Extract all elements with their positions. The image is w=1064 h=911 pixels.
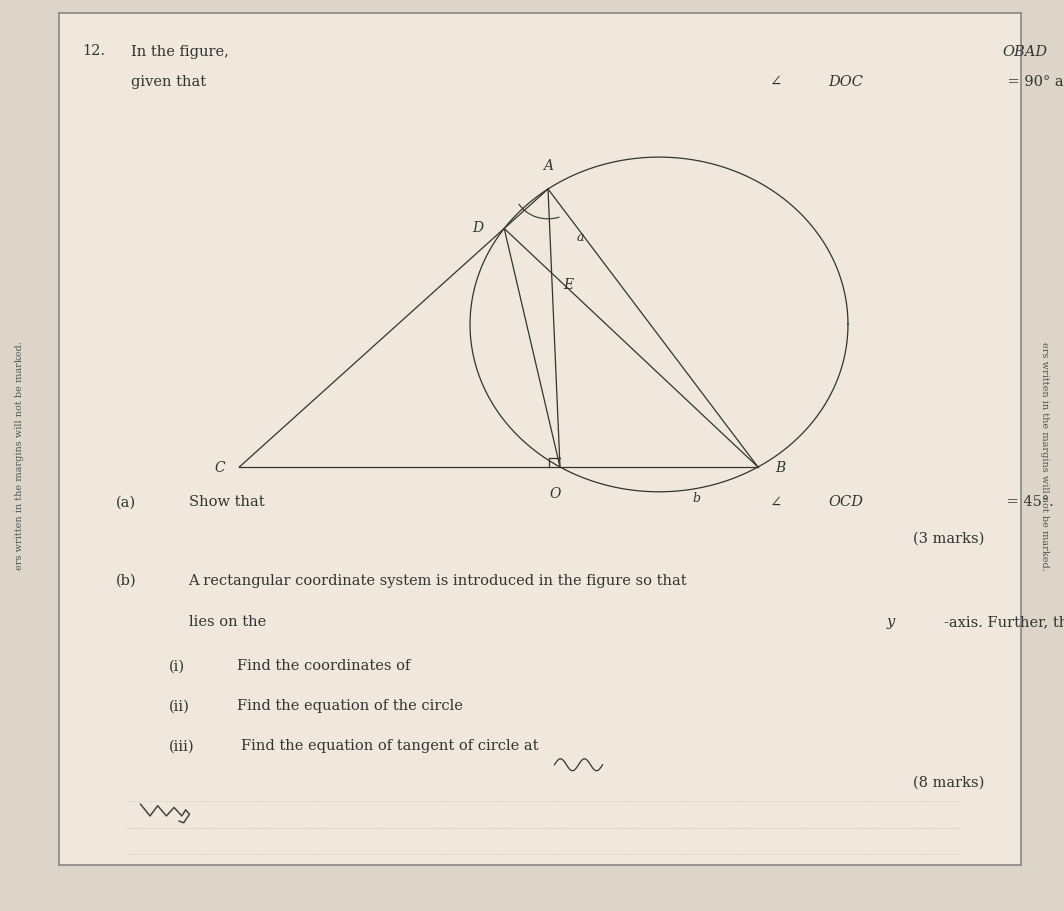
Text: B: B <box>776 460 785 475</box>
Text: a: a <box>577 230 584 243</box>
Text: O: O <box>549 486 561 500</box>
Text: (8 marks): (8 marks) <box>914 774 985 788</box>
Text: b: b <box>693 491 700 505</box>
Text: y: y <box>886 614 895 629</box>
Text: (3 marks): (3 marks) <box>914 531 985 545</box>
Text: (b): (b) <box>116 573 137 588</box>
Text: Find the coordinates of: Find the coordinates of <box>236 659 415 672</box>
Text: A: A <box>543 159 553 173</box>
Text: OCD: OCD <box>828 495 863 509</box>
Text: D: D <box>472 220 483 234</box>
Text: ers written in the margins will not be marked.: ers written in the margins will not be m… <box>1041 342 1049 569</box>
Text: = 90° and: = 90° and <box>1002 75 1064 89</box>
Text: = 45°.: = 45°. <box>1002 495 1054 509</box>
Text: Find the equation of the circle: Find the equation of the circle <box>236 699 467 712</box>
Text: DOC: DOC <box>829 75 863 89</box>
Text: A rectangular coordinate system is introduced in the figure so that: A rectangular coordinate system is intro… <box>188 573 692 588</box>
Text: Find the equation of tangent of circle at: Find the equation of tangent of circle a… <box>242 739 544 752</box>
Text: E: E <box>563 278 573 292</box>
Text: 12.: 12. <box>83 44 105 57</box>
Text: OBAD: OBAD <box>1002 46 1048 59</box>
Text: lies on the: lies on the <box>188 614 270 629</box>
Text: (iii): (iii) <box>169 739 195 752</box>
Text: Show that: Show that <box>188 495 269 509</box>
Text: In the figure,: In the figure, <box>131 46 233 59</box>
Text: (ii): (ii) <box>169 699 190 712</box>
Text: ∠: ∠ <box>770 75 782 89</box>
Text: -axis. Further, the coordinates of: -axis. Further, the coordinates of <box>944 614 1064 629</box>
Text: ∠: ∠ <box>770 495 782 509</box>
Text: (i): (i) <box>169 659 185 672</box>
Text: C: C <box>214 460 225 475</box>
Text: ers written in the margins will not be marked.: ers written in the margins will not be m… <box>15 342 23 569</box>
Text: given that: given that <box>131 75 211 89</box>
Text: (a): (a) <box>116 495 136 509</box>
